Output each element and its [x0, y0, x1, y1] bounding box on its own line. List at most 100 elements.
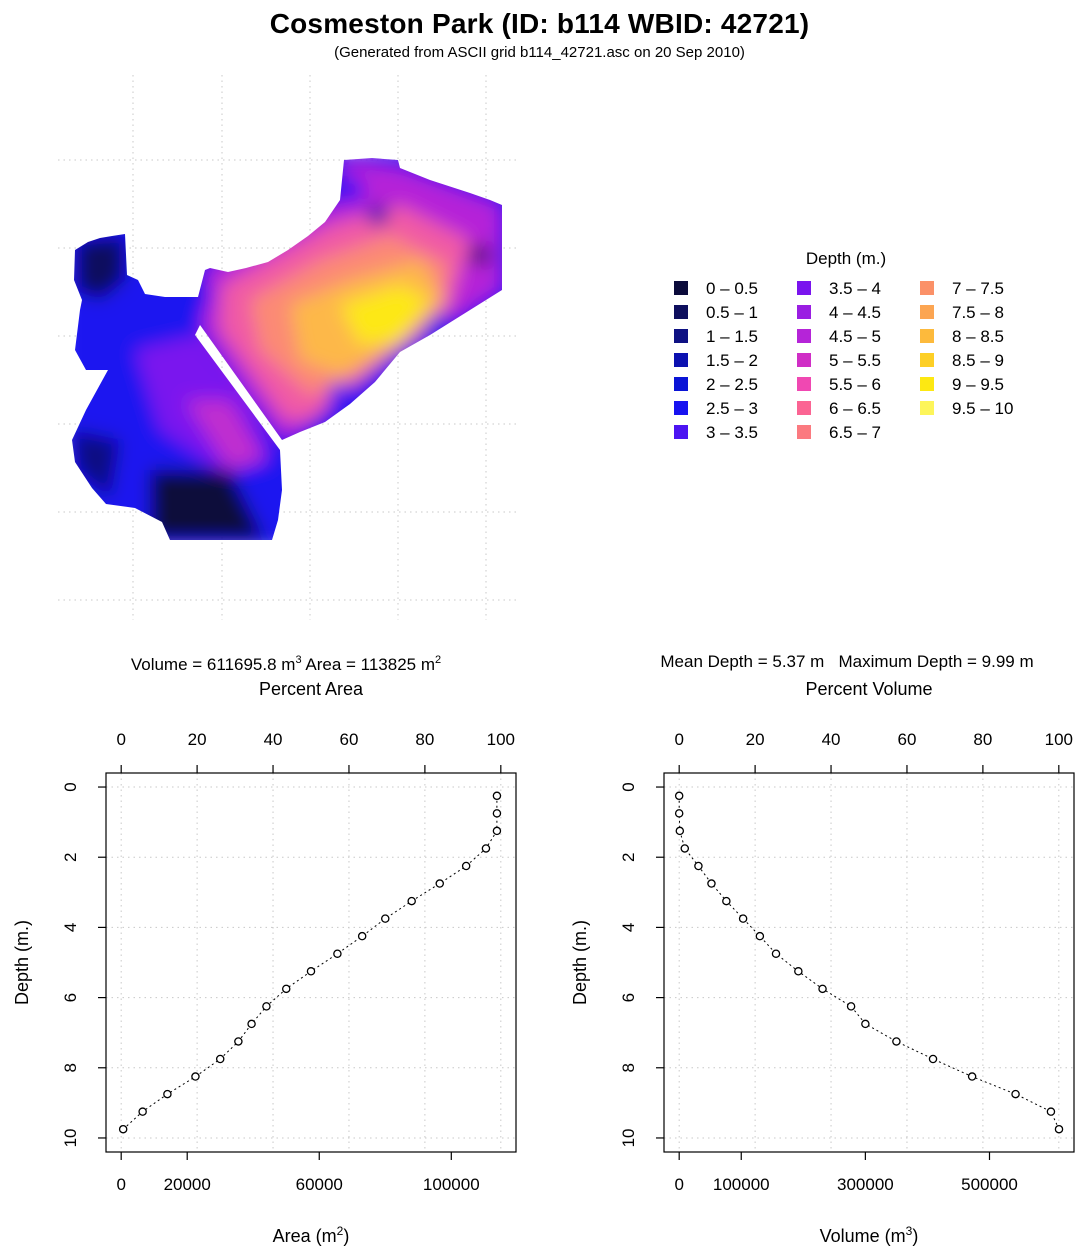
area-depth-plot: 0 20000 60000 100000 0 20 40 60 80 100 0 2 4 6 8 10 Perc…: [12, 679, 517, 1246]
x-tick-label: 0: [674, 1175, 683, 1194]
legend-item: 7.5 – 8: [920, 303, 1004, 322]
legend-item: 3 – 3.5: [674, 423, 758, 442]
legend-swatch: [920, 305, 934, 319]
data-point: [215, 1054, 225, 1064]
legend-swatch: [920, 329, 934, 343]
data-point: [262, 1002, 271, 1011]
data-point: [674, 791, 684, 801]
y-tick-label: 6: [619, 993, 638, 1002]
legend-item: 0.5 – 1: [674, 303, 758, 322]
x-tick-label: 100000: [423, 1175, 480, 1194]
depth-map: [72, 158, 502, 540]
top-tick-label: 20: [746, 730, 765, 749]
legend-swatch: [797, 353, 811, 367]
data-point: [694, 861, 703, 871]
legend-swatch: [920, 353, 934, 367]
legend-label: 8.5 – 9: [952, 351, 1004, 370]
top-tick-label: 40: [264, 730, 283, 749]
data-point: [234, 1037, 243, 1046]
y-tick-label: 10: [619, 1129, 638, 1148]
y-tick-label: 10: [61, 1129, 80, 1148]
y-tick-label: 2: [61, 852, 80, 861]
legend-label: 1 – 1.5: [706, 327, 758, 346]
legend-item: 0 – 0.5: [674, 279, 758, 298]
x-tick-label: 100000: [713, 1175, 770, 1194]
y-tick-label: 8: [619, 1063, 638, 1072]
legend-swatch: [797, 425, 811, 439]
data-point: [481, 844, 491, 853]
data-point: [967, 1072, 977, 1081]
legend-label: 9 – 9.5: [952, 375, 1004, 394]
data-point: [674, 809, 684, 818]
legend-swatch: [674, 281, 688, 295]
top-tick-label: 100: [1045, 730, 1073, 749]
x-tick-label: 500000: [961, 1175, 1018, 1194]
legend-item: 1 – 1.5: [674, 327, 758, 346]
legend-swatch: [920, 281, 934, 295]
y-axis-label: Depth (m.): [12, 920, 32, 1005]
data-point: [794, 967, 803, 976]
legend-item: 9.5 – 10: [920, 399, 1013, 418]
data-point: [435, 879, 444, 888]
data-point: [138, 1107, 147, 1116]
y-tick-label: 0: [619, 782, 638, 791]
depth-stats: Mean Depth = 5.37 m Maximum Depth = 9.99…: [660, 652, 1033, 671]
data-point: [407, 896, 416, 906]
x-tick-label: 60000: [296, 1175, 343, 1194]
top-tick-label: 20: [188, 730, 207, 749]
plot-grid: [106, 773, 516, 1152]
legend-item: 5.5 – 6: [797, 375, 881, 394]
data-point: [722, 896, 731, 906]
data-point: [492, 791, 502, 801]
top-tick-label: 60: [340, 730, 359, 749]
legend-swatch: [674, 329, 688, 343]
x-tick-label: 20000: [164, 1175, 211, 1194]
legend-swatch: [797, 305, 811, 319]
top-axis-label: Percent Area: [259, 679, 364, 699]
plot-frame: [105, 772, 517, 1153]
legend-label: 4 – 4.5: [829, 303, 881, 322]
legend-swatch: [920, 377, 934, 391]
y-tick-label: 4: [61, 923, 80, 932]
legend-label: 7.5 – 8: [952, 303, 1004, 322]
legend-label: 3 – 3.5: [706, 423, 758, 442]
data-point: [333, 949, 342, 958]
legend-label: 8 – 8.5: [952, 327, 1004, 346]
legend-swatch: [674, 353, 688, 367]
y-tick-label: 4: [619, 923, 638, 932]
y-tick-label: 8: [61, 1063, 80, 1072]
legend-title: Depth (m.): [806, 249, 886, 268]
legend-label: 3.5 – 4: [829, 279, 881, 298]
y-tick-label: 0: [61, 782, 80, 791]
data-point: [1011, 1089, 1020, 1099]
chart-title: Cosmeston Park (ID: b114 WBID: 42721): [269, 8, 810, 39]
legend-item: 3.5 – 4: [797, 279, 881, 298]
data-point: [675, 826, 685, 836]
legend-label: 9.5 – 10: [952, 399, 1013, 418]
legend-item: 4.5 – 5: [797, 327, 881, 346]
data-point: [1046, 1107, 1056, 1116]
legend-label: 1.5 – 2: [706, 351, 758, 370]
legend-swatch: [797, 281, 811, 295]
y-tick-label: 2: [619, 852, 638, 861]
legend-label: 2.5 – 3: [706, 399, 758, 418]
top-tick-label: 0: [116, 730, 125, 749]
legend-item: 8.5 – 9: [920, 351, 1004, 370]
legend-item: 6.5 – 7: [797, 423, 881, 442]
legend-label: 4.5 – 5: [829, 327, 881, 346]
legend-label: 7 – 7.5: [952, 279, 1004, 298]
plot-grid: [664, 773, 1074, 1152]
legend-swatch: [797, 401, 811, 415]
data-point: [928, 1054, 938, 1064]
y-axis-label: Depth (m.): [570, 920, 590, 1005]
y-tick-label: 6: [61, 993, 80, 1002]
top-tick-label: 80: [973, 730, 992, 749]
legend-label: 6 – 6.5: [829, 399, 881, 418]
data-point: [707, 879, 716, 888]
legend-item: 7 – 7.5: [920, 279, 1004, 298]
legend-item: 6 – 6.5: [797, 399, 881, 418]
data-point: [306, 967, 316, 976]
data-point: [771, 949, 781, 958]
data-point: [1054, 1124, 1064, 1134]
